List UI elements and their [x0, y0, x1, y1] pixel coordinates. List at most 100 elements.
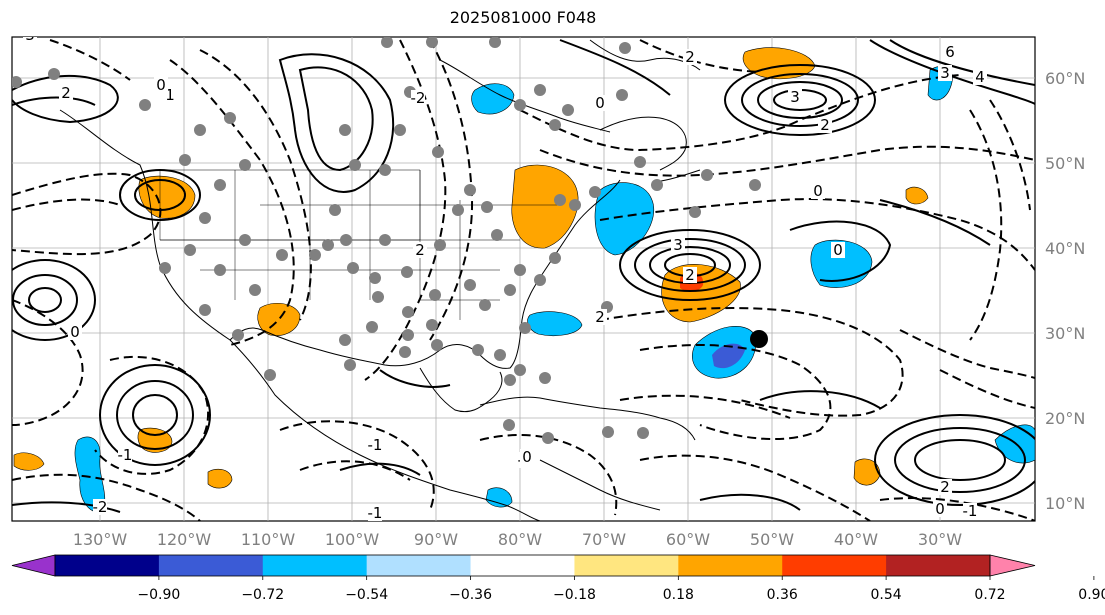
contour-label-bg	[943, 44, 957, 60]
contour-label: 3	[790, 88, 800, 106]
shade-orange-small-1	[207, 468, 233, 489]
contour-label: 0	[522, 448, 532, 466]
contour-label: 1	[165, 86, 175, 104]
contour-label: 2	[685, 48, 695, 66]
latitude-labels: 60°N 50°N 40°N 30°N 20°N 10°N	[1045, 69, 1085, 513]
contour-label-bg	[683, 49, 697, 65]
contour-label-bg	[933, 501, 947, 517]
contour-label-bg	[411, 90, 425, 106]
contour-label: 6	[945, 43, 955, 61]
contour-label-bg	[23, 37, 37, 43]
contour-label-bg	[593, 309, 607, 325]
shaded-anomalies	[13, 47, 1035, 513]
station-dots	[12, 37, 761, 444]
solid-contours	[12, 39, 1035, 513]
longitude-label: 100°W	[325, 530, 380, 549]
contour-label-bg	[938, 479, 952, 495]
longitude-label: 110°W	[241, 530, 296, 549]
colorbar-segment	[470, 555, 575, 576]
contour-label: 3	[25, 26, 35, 44]
colorbar-tick-label: 0.18	[663, 587, 694, 603]
colorbar-tick-label: −0.54	[345, 587, 388, 603]
colorbar-segment	[886, 555, 991, 576]
shade-blue-small-1	[485, 487, 513, 508]
colorbar-tick-label: 0.54	[871, 587, 902, 603]
colorbar-tick-label: −0.36	[449, 587, 492, 603]
contour-label: 3	[673, 236, 683, 254]
contour-label: -1	[368, 504, 383, 522]
contour-label: 0	[595, 94, 605, 112]
contour-label: -1	[963, 502, 978, 520]
colorbar-segment	[55, 555, 160, 576]
contour-label-bg	[368, 505, 382, 521]
longitude-labels: 130°W 120°W 110°W 100°W 90°W 80°W 70°W 60°W 50°W…	[73, 530, 962, 549]
latitude-label: 50°N	[1045, 154, 1085, 173]
contour-label: 0	[935, 500, 945, 518]
contour-label: 2	[820, 116, 830, 134]
contour-label: -1	[118, 446, 133, 464]
shade-darkblue-central-atlantic	[712, 343, 745, 369]
shade-orange-arizona	[257, 302, 301, 336]
contour-label: 2	[61, 84, 71, 102]
colorbar-tick-label: −0.18	[553, 587, 596, 603]
latitude-label: 20°N	[1045, 409, 1085, 428]
contour-label: 2	[685, 266, 695, 284]
colorbar-extend-high	[989, 554, 1036, 577]
colorbar-segment	[574, 555, 679, 576]
longitude-label: 70°W	[582, 530, 626, 549]
shade-orange-northeast-us	[511, 164, 579, 249]
contour-label: 2	[940, 478, 950, 496]
contour-label-bg	[973, 69, 987, 85]
longitude-label: 60°W	[666, 530, 710, 549]
colorbar-segment	[158, 555, 264, 576]
contour-label-bg	[154, 77, 168, 93]
contour-label: 0	[813, 182, 823, 200]
contour-label: 0	[70, 323, 80, 341]
colorbar: −0.90 −0.72 −0.54 −0.36 −0.18 0.18 0.36 0.54 0.7…	[11, 554, 1105, 603]
contour-label-bg	[520, 449, 534, 465]
contour-label-bg	[683, 267, 697, 283]
contour-label-bg	[118, 447, 132, 463]
contour-label-bg	[811, 183, 825, 199]
black-dot-icon	[750, 330, 768, 348]
contour-label-bg	[671, 237, 685, 253]
contour-label: 0	[156, 76, 166, 94]
latitude-label: 30°N	[1045, 324, 1085, 343]
shade-blue-labrador	[471, 83, 515, 115]
latitude-label: 60°N	[1045, 69, 1085, 88]
longitude-label: 80°W	[498, 530, 542, 549]
longitude-label: 90°W	[414, 530, 458, 549]
shade-orange-small-3	[905, 186, 929, 205]
contour-label: 3	[940, 64, 950, 82]
contour-label-bg	[593, 95, 607, 111]
colorbar-segment	[262, 555, 368, 576]
latitude-label: 40°N	[1045, 239, 1085, 258]
longitude-label: 120°W	[157, 530, 212, 549]
contour-label: -2	[93, 498, 108, 516]
contour-label-bg	[938, 65, 952, 81]
longitude-label: 40°W	[834, 530, 878, 549]
colorbar-segment	[678, 555, 783, 576]
contour-label-bg	[413, 242, 427, 258]
shade-orange-small-2	[13, 452, 45, 471]
contour-label: 4	[975, 68, 985, 86]
colorbar-tick-label: −0.90	[137, 587, 180, 603]
contour-label: -2	[411, 89, 426, 107]
colorbar-tick-label: −0.72	[241, 587, 284, 603]
colorbar-segment	[366, 555, 472, 576]
contour-label: 0	[833, 241, 843, 259]
contour-label-bg	[368, 437, 382, 453]
contour-label-bg	[818, 117, 832, 133]
longitude-label: 130°W	[73, 530, 128, 549]
contour-label-bg	[831, 242, 845, 258]
colorbar-segment	[782, 555, 887, 576]
contour-label: -1	[368, 436, 383, 454]
colorbar-tick-label: 0.36	[767, 587, 798, 603]
colorbar-tick-label: 0.72	[974, 587, 1005, 603]
contour-label: 2	[415, 241, 425, 259]
latitude-label: 10°N	[1045, 494, 1085, 513]
shade-blue-nova-scotia	[594, 182, 654, 256]
longitude-label: 50°W	[750, 530, 794, 549]
